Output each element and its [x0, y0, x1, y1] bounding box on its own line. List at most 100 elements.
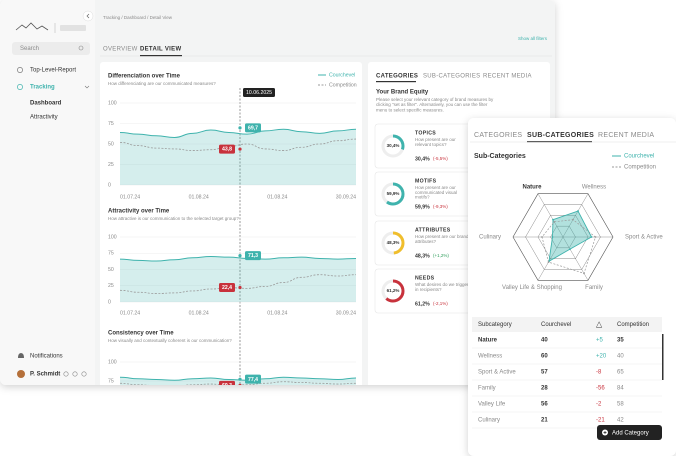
- panel-tab[interactable]: CATEGORIES: [474, 132, 522, 139]
- user-action-icon[interactable]: [72, 371, 78, 377]
- table-cell: 60: [541, 354, 548, 360]
- radar-point: [590, 236, 593, 238]
- radar-point: [594, 236, 597, 238]
- x-tick-label: 01.08.24: [189, 310, 209, 316]
- panel-tab[interactable]: RECENT MEDIA: [483, 74, 532, 80]
- line: [119, 274, 357, 294]
- panel-tab[interactable]: RECENT MEDIA: [598, 132, 654, 139]
- y-tick-label: 100: [108, 100, 117, 106]
- hover-value-box: [219, 282, 235, 292]
- chart-subtitle: How attractive is our communication to t…: [108, 216, 239, 221]
- table-cell: -21: [596, 418, 605, 424]
- radar-axis-label: Nature: [522, 184, 542, 190]
- button-label[interactable]: Add Category: [612, 430, 649, 436]
- logo-partner: [60, 25, 86, 31]
- x-tick-label: 01.07.24: [120, 194, 140, 200]
- card-value: 61,2%: [415, 301, 430, 307]
- charts-card: [100, 62, 362, 385]
- table-cell: 65: [617, 370, 624, 376]
- card-change: (-5,5%): [433, 156, 448, 161]
- card-value: 59,9%: [415, 204, 430, 210]
- chart-title: Differenciation over Time: [108, 74, 181, 80]
- radar-axis: [537, 236, 564, 281]
- table-cell: Sport & Active: [478, 370, 516, 376]
- panel-tab[interactable]: CATEGORIES: [376, 74, 418, 80]
- donut-label: 48,3%: [387, 240, 400, 245]
- table-cell: +5: [596, 338, 604, 344]
- nav-item[interactable]: Top-Level-Report: [30, 68, 76, 74]
- hover-value-box: [245, 123, 261, 133]
- legend-label[interactable]: Courchevel: [624, 154, 654, 160]
- radar-point: [547, 261, 550, 264]
- notifications[interactable]: Notifications: [30, 354, 63, 360]
- table-cell: 56: [541, 402, 548, 408]
- nav-item[interactable]: Dashboard: [30, 101, 62, 107]
- hover-value: 77,4: [248, 377, 258, 383]
- radar-point: [577, 210, 579, 212]
- active-tab-underline: [527, 141, 592, 143]
- table-cell: 57: [541, 370, 548, 376]
- add-category-button[interactable]: [597, 425, 662, 440]
- table-header: Subcategory: [478, 322, 512, 328]
- chart-subtitle: How visually and contextually coherent i…: [108, 338, 232, 343]
- card-value: 30,4%: [415, 156, 430, 162]
- y-tick-label: 100: [108, 359, 117, 365]
- hover-point: [238, 377, 242, 381]
- user-action-icon[interactable]: [63, 371, 69, 377]
- nav-icon: [17, 67, 23, 73]
- hover-point: [238, 147, 242, 151]
- search-icon: [78, 45, 84, 51]
- hover-value: 69,3: [222, 383, 232, 389]
- card-question: How present are our brand attributes?: [415, 234, 470, 244]
- collapse-button[interactable]: [82, 10, 94, 22]
- table-cell: Valley Life: [478, 402, 506, 408]
- legend-label[interactable]: Competition: [329, 82, 357, 88]
- scrollbar: [662, 334, 664, 380]
- avatar: [17, 370, 25, 378]
- add-icon-plus: [603, 431, 607, 434]
- card-change: (+1,2%): [433, 253, 449, 258]
- radar-axis-label: Sport & Active: [625, 235, 663, 241]
- card-name: NEEDS: [415, 275, 435, 281]
- area: [120, 129, 356, 185]
- radar-axis-label: Wellness: [582, 184, 606, 190]
- card-change: (-2,1%): [433, 301, 448, 306]
- hover-value: 22,4: [222, 285, 232, 291]
- nav-item[interactable]: Tracking: [30, 85, 55, 91]
- nav-item[interactable]: Attractivity: [30, 115, 58, 121]
- area: [120, 377, 356, 385]
- y-tick-label: 75: [108, 378, 114, 384]
- radar-point: [541, 236, 543, 238]
- chart-title: Attractivity over Time: [108, 209, 170, 215]
- radar-axis-label: Culinary: [479, 235, 501, 241]
- user-action-icon[interactable]: [81, 371, 87, 377]
- hover-value-box: [245, 251, 261, 261]
- table-cell: 21: [541, 418, 548, 424]
- collapse-icon: [86, 13, 90, 19]
- y-tick-label: 100: [108, 234, 117, 240]
- y-tick-label: 0: [108, 299, 111, 305]
- table-cell: 84: [617, 386, 624, 392]
- radar-point: [551, 236, 554, 238]
- subcategory-content: CATEGORIES SUB-CATEGORIES RECENT MEDIA Sub-…: [470, 132, 676, 440]
- y-tick-label: 25: [108, 283, 114, 289]
- view-tab[interactable]: OVERVIEW: [103, 47, 138, 53]
- filters-link[interactable]: Show all filters: [518, 36, 548, 41]
- user-name[interactable]: P. Schmidt: [30, 372, 60, 378]
- view-tab[interactable]: DETAIL VIEW: [140, 47, 181, 53]
- card-question: How present are our relevant topics?: [415, 137, 457, 147]
- hover-point: [238, 126, 242, 130]
- panel-tab[interactable]: SUB-CATEGORIES: [423, 74, 480, 80]
- radar-point: [572, 218, 574, 221]
- hover-value-box: [219, 144, 235, 154]
- nav-chevron: [84, 85, 90, 89]
- x-tick-label: 01.08.24: [189, 194, 209, 200]
- line: [119, 255, 357, 262]
- search-box[interactable]: [12, 42, 90, 55]
- table-header: Courchevel: [541, 322, 571, 328]
- legend-label[interactable]: Competition: [624, 165, 656, 171]
- legend-label[interactable]: Courchevel: [329, 72, 355, 78]
- panel-tab[interactable]: SUB-CATEGORIES: [527, 132, 594, 139]
- donut-label: 61,2%: [387, 288, 400, 293]
- hover-value: 71,3: [248, 253, 258, 259]
